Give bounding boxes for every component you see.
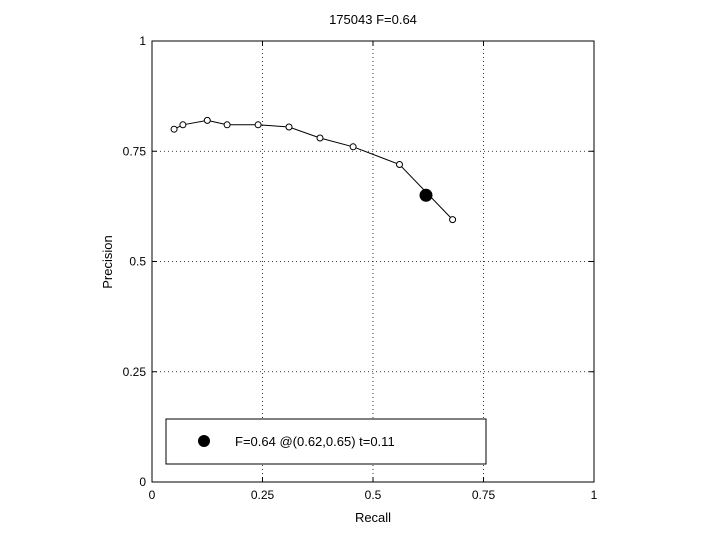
x-tick-label: 0.5 [365,488,382,502]
data-point [254,121,262,129]
highlight-layer [419,188,433,202]
x-tick-label: 1 [591,488,598,502]
legend: F=0.64 @(0.62,0.65) t=0.11 [165,418,487,465]
y-tick-label: 0.5 [129,255,146,269]
legend-marker [198,435,210,447]
y-axis-label: Precision [100,235,115,288]
data-point [285,123,293,131]
x-tick-label: 0 [149,488,156,502]
series-line [170,116,457,224]
series-polyline [173,119,453,220]
data-point [170,125,178,133]
chart-title: 175043 F=0.64 [329,12,417,27]
data-point [179,121,187,129]
grid-lines [152,41,594,482]
y-tick-label: 0.75 [123,144,147,158]
data-point [349,143,357,151]
plot-frame [151,40,595,483]
x-tick-label: 0.25 [251,488,275,502]
y-tick-label: 1 [139,34,146,48]
best-f-point [419,188,433,202]
legend-box [165,418,487,465]
data-point [316,134,324,142]
x-tick-label: 0.75 [472,488,496,502]
legend-label: F=0.64 @(0.62,0.65) t=0.11 [235,434,395,449]
y-tick-label: 0 [139,475,146,489]
data-point [203,116,211,124]
data-point [223,121,231,129]
data-point [449,216,457,224]
data-point [396,161,403,168]
x-axis-label: Recall [355,510,391,525]
y-tick-labels: 0 0.25 0.5 0.75 1 [123,34,147,489]
x-tick-labels: 0 0.25 0.5 0.75 1 [149,488,598,502]
y-tick-label: 0.25 [123,365,147,379]
